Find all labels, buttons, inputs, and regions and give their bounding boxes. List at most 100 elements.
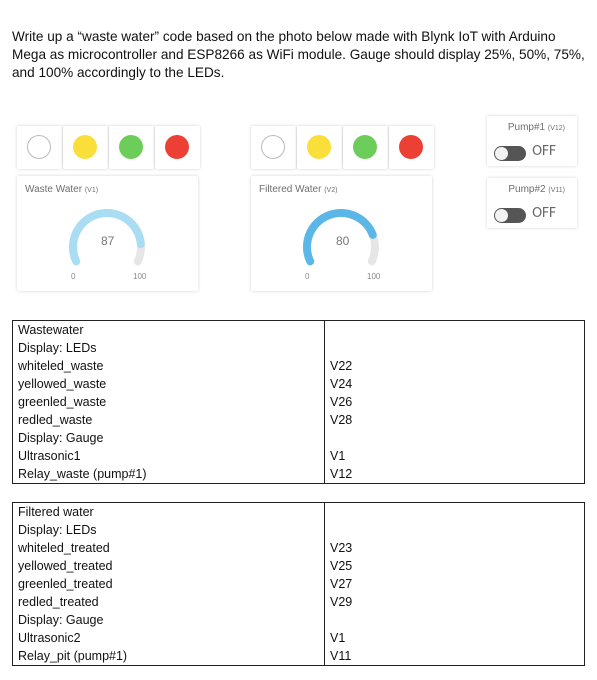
led-red-waste bbox=[155, 126, 200, 169]
table-row: redled_treated V29 bbox=[12, 593, 585, 611]
switch-state: OFF bbox=[532, 144, 556, 159]
virtual-pin-cell: V24 bbox=[324, 375, 585, 393]
signal-name-cell: redled_treated bbox=[12, 593, 325, 611]
pump1-switch-widget: Pump#1 (V12) OFF bbox=[487, 116, 577, 166]
gauge-title: Waste Water (V1) bbox=[25, 184, 98, 195]
gauge-title: Filtered Water (V2) bbox=[259, 184, 337, 195]
gauge-min: 0 bbox=[305, 272, 310, 281]
table-row: redled_waste V28 bbox=[12, 411, 585, 429]
table-row: greenled_treated V27 bbox=[12, 575, 585, 593]
pump2-toggle[interactable] bbox=[494, 208, 526, 223]
gauge-fill bbox=[69, 209, 145, 266]
signal-name-cell: Wastewater bbox=[12, 320, 325, 339]
virtual-pin-cell: V26 bbox=[324, 393, 585, 411]
gauge-max: 100 bbox=[133, 272, 147, 281]
virtual-pin-cell: V29 bbox=[324, 593, 585, 611]
signal-name-cell: greenled_waste bbox=[12, 393, 325, 411]
table-row: yellowed_waste V24 bbox=[12, 375, 585, 393]
gauge-value: 87 bbox=[101, 234, 115, 248]
virtual-pin-cell bbox=[324, 502, 585, 521]
signal-name-cell: Relay_pit (pump#1) bbox=[12, 647, 325, 666]
pump1-toggle[interactable] bbox=[494, 146, 526, 161]
switch-title-text: Pump#2 bbox=[508, 184, 546, 195]
signal-name-cell: redled_waste bbox=[12, 411, 325, 429]
toggle-knob bbox=[495, 147, 508, 160]
gauge-arc bbox=[303, 209, 379, 266]
virtual-pin-cell: V23 bbox=[324, 539, 585, 557]
table-row: Wastewater bbox=[12, 320, 585, 339]
switch-pin: (V11) bbox=[548, 187, 565, 194]
switch-state: OFF bbox=[532, 206, 556, 221]
wastewater-pin-table: Wastewater Display: LEDs whiteled_waste V22… bbox=[12, 320, 585, 484]
table-row: Ultrasonic1 V1 bbox=[12, 447, 585, 465]
virtual-pin-cell: V1 bbox=[324, 447, 585, 465]
signal-name-cell: Filtered water bbox=[12, 502, 325, 521]
signal-name-cell: yellowed_treated bbox=[12, 557, 325, 575]
virtual-pin-cell: V1 bbox=[324, 629, 585, 647]
led-yellow-waste bbox=[63, 126, 108, 169]
virtual-pin-cell bbox=[324, 320, 585, 339]
virtual-pin-cell bbox=[324, 521, 585, 539]
switch-title: Pump#2 (V11) bbox=[508, 184, 565, 195]
gauge-title-text: Filtered Water bbox=[259, 184, 322, 195]
table-row: Display: Gauge bbox=[12, 429, 585, 447]
filtered-water-pin-table: Filtered water Display: LEDs whiteled_trea… bbox=[12, 502, 585, 666]
table-row: Relay_pit (pump#1) V11 bbox=[12, 647, 585, 666]
virtual-pin-cell bbox=[324, 339, 585, 357]
table-row: Ultrasonic2 V1 bbox=[12, 629, 585, 647]
switch-pin: (V12) bbox=[547, 125, 565, 132]
virtual-pin-cell: V28 bbox=[324, 411, 585, 429]
signal-name-cell: yellowed_waste bbox=[12, 375, 325, 393]
led-indicator bbox=[119, 135, 143, 159]
virtual-pin-cell: V25 bbox=[324, 557, 585, 575]
led-yellow-filtered bbox=[297, 126, 342, 169]
instructions-text: Write up a “waste water” code based on t… bbox=[12, 29, 585, 80]
led-red-filtered bbox=[389, 126, 434, 169]
led-indicator bbox=[261, 135, 285, 159]
led-green-filtered bbox=[343, 126, 388, 169]
signal-name-cell: Display: Gauge bbox=[12, 611, 325, 629]
signal-name-cell: Ultrasonic1 bbox=[12, 447, 325, 465]
signal-name-cell: Relay_waste (pump#1) bbox=[12, 465, 325, 484]
gauge-fill bbox=[303, 209, 377, 266]
led-indicator bbox=[399, 135, 423, 159]
virtual-pin-cell: V27 bbox=[324, 575, 585, 593]
led-white-filtered bbox=[251, 126, 296, 169]
gauge-waste-water: Waste Water (V1) 87 0 100 bbox=[17, 176, 198, 291]
signal-name-cell: whiteled_treated bbox=[12, 539, 325, 557]
signal-name-cell: Display: Gauge bbox=[12, 429, 325, 447]
led-white-waste bbox=[17, 126, 62, 169]
gauge-filtered-water: Filtered Water (V2) 80 0 100 bbox=[251, 176, 432, 291]
table-row: Display: LEDs bbox=[12, 339, 585, 357]
led-indicator bbox=[73, 135, 97, 159]
gauge-pin: (V2) bbox=[324, 187, 338, 194]
table-row: Display: LEDs bbox=[12, 521, 585, 539]
table-row: whiteled_treated V23 bbox=[12, 539, 585, 557]
switch-title: Pump#1 (V12) bbox=[508, 122, 565, 133]
gauge-value: 80 bbox=[336, 234, 350, 248]
virtual-pin-cell bbox=[324, 429, 585, 447]
signal-name-cell: whiteled_waste bbox=[12, 357, 325, 375]
virtual-pin-cell: V22 bbox=[324, 357, 585, 375]
led-indicator bbox=[165, 135, 189, 159]
table-row: whiteled_waste V22 bbox=[12, 357, 585, 375]
table-row: Display: Gauge bbox=[12, 611, 585, 629]
virtual-pin-cell: V11 bbox=[324, 647, 585, 666]
led-indicator bbox=[27, 135, 51, 159]
signal-name-cell: Display: LEDs bbox=[12, 521, 325, 539]
switch-title-text: Pump#1 bbox=[507, 122, 546, 133]
pump2-switch-widget: Pump#2 (V11) OFF bbox=[487, 178, 577, 228]
gauge-min: 0 bbox=[71, 272, 76, 281]
led-indicator bbox=[353, 135, 377, 159]
table-row: greenled_waste V26 bbox=[12, 393, 585, 411]
led-indicator bbox=[307, 135, 331, 159]
gauge-pin: (V1) bbox=[84, 187, 99, 194]
virtual-pin-cell: V12 bbox=[324, 465, 585, 484]
led-green-waste bbox=[109, 126, 154, 169]
signal-name-cell: greenled_treated bbox=[12, 575, 325, 593]
gauge-max: 100 bbox=[367, 272, 381, 281]
gauge-arc bbox=[69, 209, 145, 266]
table-row: yellowed_treated V25 bbox=[12, 557, 585, 575]
table-row: Relay_waste (pump#1) V12 bbox=[12, 465, 585, 484]
signal-name-cell: Display: LEDs bbox=[12, 339, 325, 357]
